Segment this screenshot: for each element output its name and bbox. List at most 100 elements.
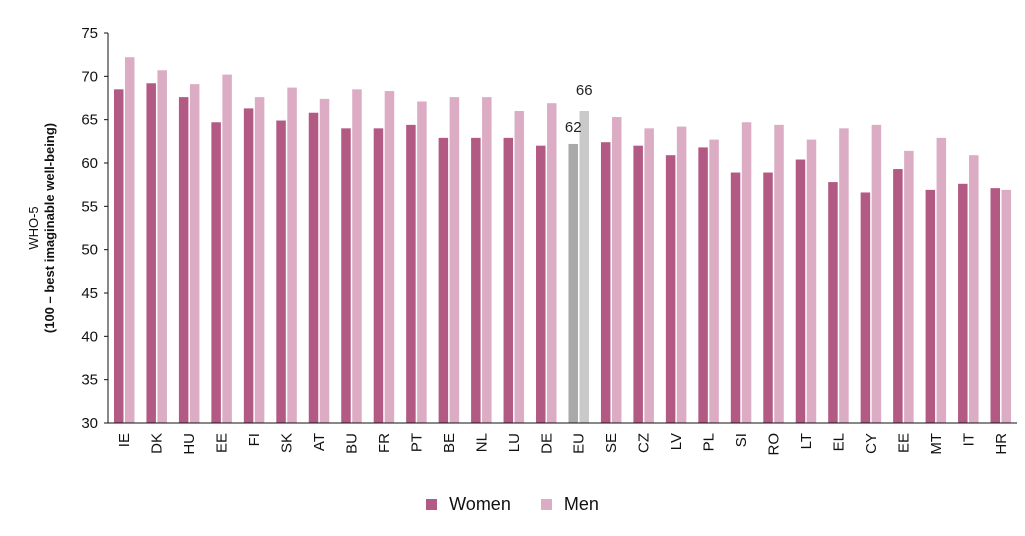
bar-women-lu xyxy=(503,137,514,423)
y-tick-label: 35 xyxy=(81,372,98,389)
bar-men-ee xyxy=(904,150,914,423)
x-tick-label: SK xyxy=(279,433,296,453)
bar-women-fr xyxy=(373,128,384,424)
bar-men-fi xyxy=(254,97,265,423)
bar-men-cz xyxy=(644,128,654,424)
bar-men-bu xyxy=(352,89,362,423)
bar-women-pl xyxy=(698,147,708,423)
bar-women-hu xyxy=(178,97,189,423)
bar-men-hr xyxy=(1001,189,1012,423)
y-axis-title-line2: (100 – best imaginable well-being) xyxy=(42,123,57,333)
bar-women-nl xyxy=(471,137,481,423)
legend-item-men: Men xyxy=(540,494,599,515)
bar-men-ro xyxy=(774,124,784,423)
bar-men-eu xyxy=(579,111,589,423)
y-tick-label: 40 xyxy=(81,328,98,345)
x-tick-label: PT xyxy=(408,433,425,452)
x-tick-label: DK xyxy=(149,433,166,454)
bar-men-si xyxy=(741,122,752,424)
y-tick-label: 60 xyxy=(81,155,98,172)
x-tick-label: LV xyxy=(668,433,685,450)
bar-men-se xyxy=(611,117,622,424)
data-label-men-eu: 66 xyxy=(576,82,593,99)
y-tick-label: 45 xyxy=(81,285,98,302)
bar-women-si xyxy=(730,172,741,423)
bar-women-hr xyxy=(990,188,1001,423)
bar-men-be xyxy=(449,97,460,423)
bar-men-el xyxy=(839,128,849,424)
x-tick-label: FR xyxy=(376,433,393,453)
x-tick-label: DE xyxy=(538,433,555,454)
x-tick-label: NL xyxy=(473,433,490,452)
y-axis-title-line1: WHO-5 xyxy=(26,206,41,249)
y-tick-label: 75 xyxy=(81,25,98,42)
legend: Women Men xyxy=(0,494,1025,515)
bar-women-be xyxy=(438,137,449,423)
x-tick-label: BE xyxy=(441,433,458,453)
x-tick-label: FI xyxy=(246,433,263,446)
x-tick-label: MT xyxy=(928,433,945,455)
y-tick-label: 65 xyxy=(81,112,98,129)
bar-men-hu xyxy=(189,84,200,423)
x-tick-label: LT xyxy=(798,433,815,449)
bar-men-it xyxy=(969,155,979,423)
x-tick-label: IT xyxy=(960,433,977,446)
bar-men-lt xyxy=(806,139,817,423)
bar-women-ro xyxy=(763,172,773,423)
bar-men-lu xyxy=(514,111,525,423)
bar-men-de xyxy=(547,103,557,423)
legend-label-men: Men xyxy=(563,494,599,514)
bar-chart: WHO-5 (100 – best imaginable well-being)… xyxy=(26,25,1017,456)
data-labels: 62 66 xyxy=(565,82,593,136)
legend-swatch-women xyxy=(426,499,438,510)
x-tick-label: SI xyxy=(733,433,750,447)
legend-swatch-men xyxy=(540,499,552,510)
x-tick-label: EE xyxy=(895,433,912,453)
bar-women-el xyxy=(828,182,838,423)
bar-women-cz xyxy=(633,145,643,423)
legend-item-women: Women xyxy=(426,494,511,515)
y-tick-label: 55 xyxy=(81,198,98,215)
bar-women-sk xyxy=(276,120,286,424)
bar-women-it xyxy=(958,183,968,423)
bar-women-fi xyxy=(243,108,254,424)
x-tick-label: RO xyxy=(766,433,783,456)
x-tick-label: HU xyxy=(181,433,198,455)
bar-men-fr xyxy=(384,91,395,424)
x-tick-label: HR xyxy=(993,433,1010,455)
bar-women-lt xyxy=(795,159,806,424)
x-tick-label: PL xyxy=(701,433,718,451)
bar-men-dk xyxy=(157,70,167,424)
bar-women-lv xyxy=(665,155,676,423)
x-tick-label: AT xyxy=(311,433,328,451)
bar-men-sk xyxy=(287,87,297,423)
bars xyxy=(113,57,1012,424)
bar-women-de xyxy=(536,145,546,423)
bar-men-nl xyxy=(482,97,492,423)
x-tick-label: BU xyxy=(343,433,360,454)
bar-men-ie xyxy=(124,57,135,424)
bar-men-pt xyxy=(417,101,427,423)
x-tick-label: SE xyxy=(603,433,620,453)
y-axis-ticks: 30 35 40 45 50 55 60 65 70 75 xyxy=(81,25,108,432)
bar-men-mt xyxy=(936,137,947,423)
x-tick-label: EU xyxy=(571,433,588,454)
legend-label-women: Women xyxy=(449,494,511,514)
y-tick-label: 50 xyxy=(81,242,98,259)
bar-women-ee xyxy=(893,169,903,423)
y-tick-label: 70 xyxy=(81,68,98,85)
bar-women-bu xyxy=(341,128,351,424)
x-tick-label: CZ xyxy=(636,433,653,453)
x-tick-label: CY xyxy=(863,433,880,454)
bar-women-at xyxy=(308,112,319,423)
data-label-women-eu: 62 xyxy=(565,119,582,136)
bar-women-pt xyxy=(406,124,416,423)
y-axis-title: WHO-5 (100 – best imaginable well-being) xyxy=(26,123,57,333)
bar-men-ee xyxy=(222,74,232,423)
x-tick-label: LU xyxy=(506,433,523,452)
bar-women-cy xyxy=(860,192,871,423)
bar-women-se xyxy=(600,142,611,423)
x-tick-label: IE xyxy=(116,433,133,447)
bar-women-ee xyxy=(211,122,221,424)
